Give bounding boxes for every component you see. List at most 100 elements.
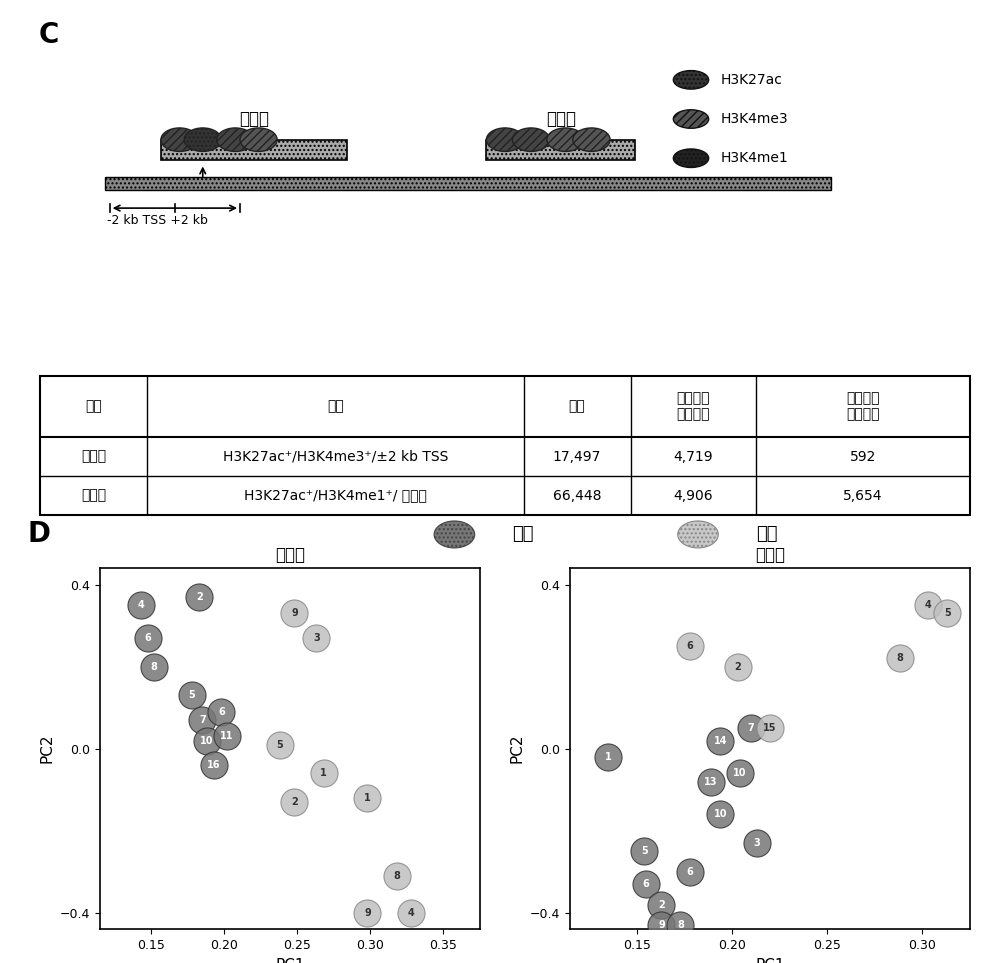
Text: 6: 6 bbox=[145, 633, 152, 643]
Text: 6: 6 bbox=[687, 641, 693, 651]
Point bbox=[638, 876, 654, 892]
FancyBboxPatch shape bbox=[486, 141, 635, 160]
X-axis label: PC1: PC1 bbox=[755, 957, 785, 963]
Text: 3: 3 bbox=[313, 633, 320, 643]
Text: 4,906: 4,906 bbox=[674, 488, 713, 503]
Point bbox=[636, 844, 652, 859]
FancyBboxPatch shape bbox=[161, 141, 347, 160]
Text: 14: 14 bbox=[714, 736, 727, 745]
Ellipse shape bbox=[240, 128, 277, 151]
Point bbox=[682, 864, 698, 879]
Text: -2 kb TSS +2 kb: -2 kb TSS +2 kb bbox=[107, 214, 208, 227]
Text: 2: 2 bbox=[196, 592, 203, 602]
Text: 5: 5 bbox=[641, 846, 648, 856]
Point bbox=[712, 807, 728, 822]
Text: 9: 9 bbox=[364, 908, 371, 918]
Point bbox=[184, 688, 200, 703]
Point bbox=[703, 774, 719, 790]
Text: 4: 4 bbox=[138, 600, 144, 611]
Text: 11: 11 bbox=[220, 732, 234, 742]
Text: H3K4me3: H3K4me3 bbox=[721, 112, 788, 126]
Title: 启动子: 启动子 bbox=[275, 546, 305, 564]
Text: 8: 8 bbox=[151, 662, 158, 671]
Ellipse shape bbox=[512, 128, 550, 151]
Text: H3K4me1: H3K4me1 bbox=[721, 151, 789, 166]
Text: 2: 2 bbox=[734, 662, 741, 671]
Text: 9: 9 bbox=[291, 609, 298, 618]
Text: 10: 10 bbox=[714, 809, 727, 820]
Y-axis label: PC2: PC2 bbox=[39, 734, 54, 764]
Point bbox=[939, 606, 955, 621]
Point bbox=[653, 897, 669, 912]
Text: 4: 4 bbox=[925, 600, 931, 611]
Point bbox=[730, 659, 746, 674]
Ellipse shape bbox=[217, 128, 254, 151]
Text: 正常: 正常 bbox=[512, 526, 534, 543]
Text: 7: 7 bbox=[748, 723, 754, 733]
Point bbox=[749, 836, 765, 851]
Ellipse shape bbox=[161, 128, 198, 151]
Point bbox=[286, 606, 302, 621]
Text: 在肿瘦中
反复增益: 在肿瘦中 反复增益 bbox=[677, 391, 710, 422]
Text: 6: 6 bbox=[687, 867, 693, 877]
Point bbox=[653, 918, 669, 933]
Text: 16: 16 bbox=[207, 760, 221, 770]
Y-axis label: PC2: PC2 bbox=[509, 734, 524, 764]
Text: 15: 15 bbox=[763, 723, 777, 733]
Text: 66,448: 66,448 bbox=[553, 488, 601, 503]
Ellipse shape bbox=[673, 110, 709, 128]
Text: 总计: 总计 bbox=[569, 400, 585, 413]
Text: 1: 1 bbox=[364, 793, 371, 803]
Point bbox=[213, 704, 229, 719]
Text: 6: 6 bbox=[643, 879, 650, 889]
Point bbox=[286, 794, 302, 810]
Text: 5: 5 bbox=[944, 609, 951, 618]
Text: 6: 6 bbox=[218, 707, 225, 716]
Text: 17,497: 17,497 bbox=[553, 450, 601, 463]
FancyBboxPatch shape bbox=[105, 177, 831, 190]
Text: 10: 10 bbox=[200, 736, 213, 745]
Text: 1: 1 bbox=[320, 768, 327, 778]
Text: 10: 10 bbox=[733, 768, 746, 778]
Point bbox=[359, 791, 375, 806]
Text: 5,654: 5,654 bbox=[843, 488, 883, 503]
Text: 增强子: 增强子 bbox=[546, 110, 576, 128]
Text: 2: 2 bbox=[291, 797, 298, 807]
Text: 5: 5 bbox=[276, 740, 283, 749]
Text: 启动子: 启动子 bbox=[239, 110, 269, 128]
Text: 2: 2 bbox=[658, 899, 665, 910]
Ellipse shape bbox=[678, 521, 718, 548]
Text: 在肿瘦中
反复损失: 在肿瘦中 反复损失 bbox=[846, 391, 880, 422]
Ellipse shape bbox=[573, 128, 610, 151]
Text: 区域: 区域 bbox=[85, 400, 102, 413]
Text: 4,719: 4,719 bbox=[674, 450, 713, 463]
Text: 8: 8 bbox=[896, 654, 903, 664]
Ellipse shape bbox=[184, 128, 221, 151]
Point bbox=[403, 905, 419, 921]
Text: 3: 3 bbox=[753, 838, 760, 848]
Text: 定义: 定义 bbox=[327, 400, 344, 413]
Point bbox=[206, 758, 222, 773]
Text: 592: 592 bbox=[850, 450, 876, 463]
Point bbox=[920, 597, 936, 612]
Point bbox=[133, 597, 149, 612]
Point bbox=[389, 869, 405, 884]
Point bbox=[600, 749, 616, 765]
Text: 增强子: 增强子 bbox=[81, 488, 106, 503]
Text: H3K27ac⁺/H3K4me1⁺/ 启动子: H3K27ac⁺/H3K4me1⁺/ 启动子 bbox=[244, 488, 427, 503]
Point bbox=[892, 651, 908, 666]
Text: 启动子: 启动子 bbox=[81, 450, 106, 463]
Ellipse shape bbox=[673, 70, 709, 90]
Point bbox=[219, 729, 235, 744]
Text: 9: 9 bbox=[658, 921, 665, 930]
Point bbox=[672, 918, 688, 933]
Text: 肿瘦: 肿瘦 bbox=[756, 526, 777, 543]
Point bbox=[199, 733, 215, 748]
Text: H3K27ac: H3K27ac bbox=[721, 73, 783, 87]
Point bbox=[146, 659, 162, 674]
Text: H3K27ac⁺/H3K4me3⁺/±2 kb TSS: H3K27ac⁺/H3K4me3⁺/±2 kb TSS bbox=[223, 450, 448, 463]
Point bbox=[316, 766, 332, 781]
Point bbox=[732, 766, 748, 781]
Point bbox=[743, 720, 759, 736]
Text: 1: 1 bbox=[605, 752, 611, 762]
